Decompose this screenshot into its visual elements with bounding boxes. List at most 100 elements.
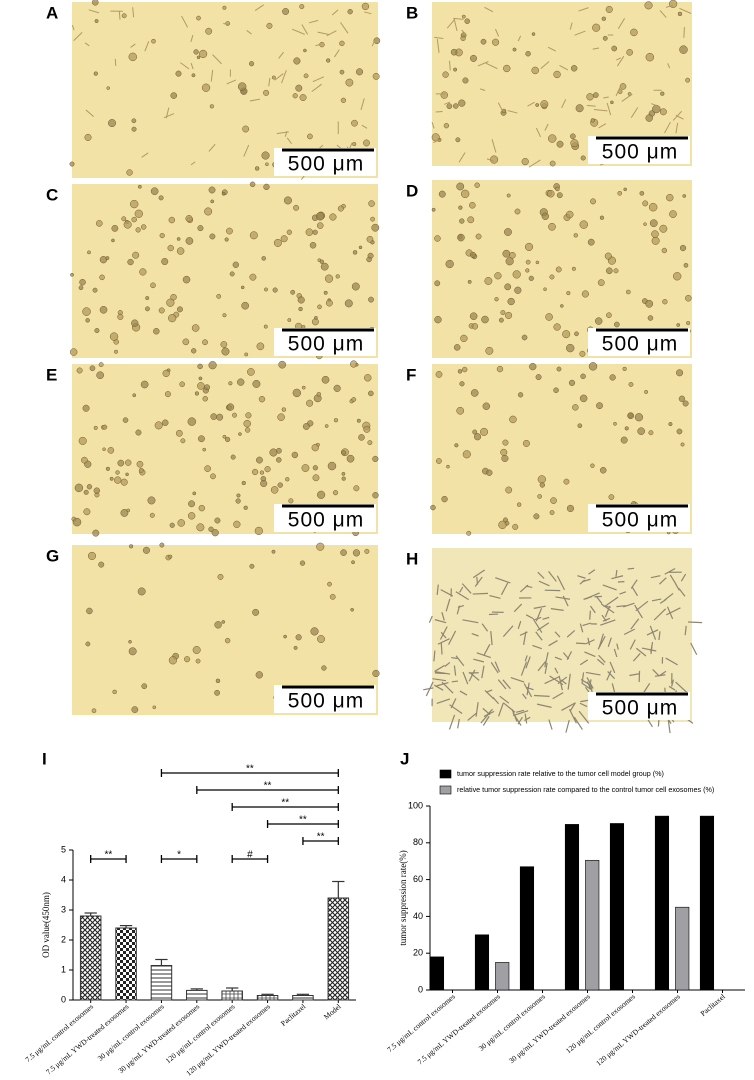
- cell: [131, 126, 137, 132]
- scale-bar-label: 500 μm: [602, 141, 678, 164]
- cell: [436, 698, 451, 705]
- cell: [453, 67, 458, 72]
- cell: [606, 670, 612, 681]
- y-tick-label: 100: [408, 800, 423, 810]
- cell: [579, 659, 589, 666]
- cell: [265, 162, 269, 167]
- cell: [626, 49, 633, 56]
- cell: [507, 297, 515, 306]
- cell: [144, 41, 150, 52]
- cell: [209, 233, 216, 240]
- cell: [86, 484, 93, 490]
- cell: [578, 710, 590, 724]
- cell: [481, 315, 489, 324]
- cell: [123, 220, 132, 229]
- cell: [675, 583, 680, 591]
- cell: [525, 259, 531, 265]
- cell: [258, 395, 266, 403]
- cell: [475, 702, 479, 717]
- cell: [237, 378, 245, 386]
- cell: [122, 417, 129, 423]
- cell: [243, 505, 248, 510]
- y-tick-label: 80: [413, 837, 423, 847]
- cell: [93, 425, 98, 430]
- cell: [269, 448, 278, 457]
- cell: [554, 656, 562, 661]
- cell: [498, 520, 507, 530]
- cell: [462, 450, 471, 459]
- cell: [444, 101, 451, 105]
- scale-bar-box: [274, 328, 376, 356]
- cell: [494, 272, 502, 280]
- significance-label: #: [247, 850, 253, 861]
- cell: [489, 594, 501, 599]
- cell: [358, 434, 365, 441]
- cell: [492, 696, 500, 705]
- cell: [634, 604, 643, 619]
- cell: [448, 630, 457, 645]
- cell: [484, 277, 493, 285]
- cell: [225, 21, 230, 26]
- panel-label: F: [406, 365, 416, 384]
- cell: [278, 360, 287, 369]
- cell: [498, 702, 504, 717]
- cell: [482, 402, 491, 410]
- cell: [111, 224, 119, 232]
- cell: [617, 17, 626, 30]
- cell: [132, 7, 135, 18]
- cell: [292, 28, 305, 35]
- cell: [579, 579, 586, 585]
- cell: [208, 526, 214, 532]
- legend-label: tumor suppression rate relative to the t…: [457, 769, 664, 778]
- cell: [95, 220, 103, 227]
- y-tick-label: 0: [61, 994, 66, 1004]
- cell: [363, 139, 370, 147]
- cell: [444, 661, 451, 667]
- cell: [642, 200, 649, 207]
- cell: [82, 307, 91, 316]
- cell: [521, 334, 528, 341]
- cell: [469, 201, 476, 209]
- cell: [461, 366, 468, 373]
- cell: [440, 631, 447, 639]
- cell: [555, 596, 571, 600]
- cell: [575, 104, 584, 113]
- legend-label: relative tumor suppression rate compared…: [457, 785, 714, 794]
- cell: [556, 366, 562, 372]
- cell: [645, 52, 655, 62]
- cell: [473, 658, 485, 663]
- cell: [675, 122, 679, 134]
- cell: [676, 428, 683, 435]
- cell: [611, 45, 618, 52]
- cell: [457, 604, 464, 608]
- cell: [567, 673, 571, 690]
- y-tick-label: 60: [413, 874, 423, 884]
- cell: [87, 551, 97, 560]
- cell: [128, 640, 132, 644]
- cell: [668, 422, 673, 427]
- x-tick-label: Paclitaxel: [698, 992, 726, 1018]
- cell: [436, 584, 439, 595]
- cell: [587, 238, 595, 246]
- cell: [685, 294, 692, 302]
- cell: [129, 544, 134, 549]
- x-tick-label: Model: [322, 1002, 343, 1021]
- cell: [105, 256, 110, 261]
- micrograph: 500 μm: [71, 360, 379, 537]
- cell: [325, 299, 333, 307]
- y-axis-label: tumor suppression rate(%): [398, 850, 408, 945]
- cell: [121, 216, 127, 222]
- cell: [582, 622, 592, 627]
- cell: [628, 382, 634, 387]
- x-tick-label: 7.5 μg/mL YWD-treated exosomes: [416, 992, 502, 1067]
- cell: [445, 259, 454, 269]
- cell: [259, 470, 265, 475]
- cell: [435, 371, 443, 378]
- cell: [214, 689, 221, 696]
- cell: [515, 709, 525, 713]
- cell: [516, 502, 522, 507]
- cell: [590, 118, 595, 123]
- cell: [85, 318, 90, 323]
- cell: [284, 130, 288, 137]
- cell: [190, 62, 194, 70]
